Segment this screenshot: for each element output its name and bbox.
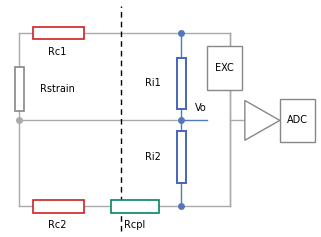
Text: Rstrain: Rstrain [39, 84, 74, 94]
Polygon shape [245, 100, 280, 140]
Bar [177, 58, 186, 109]
Text: EXC: EXC [215, 63, 233, 73]
Text: Rc1: Rc1 [48, 47, 66, 57]
Bar [280, 99, 315, 142]
Text: Rc2: Rc2 [48, 220, 66, 230]
Text: Ri2: Ri2 [145, 152, 160, 162]
Bar [207, 46, 242, 90]
Text: Vo: Vo [195, 103, 207, 113]
Text: Ri1: Ri1 [145, 78, 160, 88]
Bar [33, 200, 84, 213]
Bar [177, 131, 186, 183]
Bar [33, 27, 84, 39]
Bar [111, 200, 159, 213]
Bar [15, 67, 24, 111]
Text: ADC: ADC [287, 115, 308, 125]
Text: Rcpl: Rcpl [125, 220, 146, 230]
